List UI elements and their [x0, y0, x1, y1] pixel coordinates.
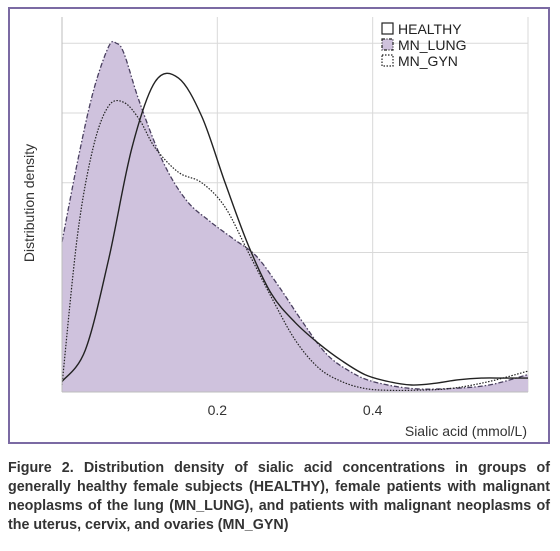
x-tick-label: 0.4	[363, 402, 383, 418]
series-mn-lung-line	[61, 40, 529, 390]
y-axis-label: Distribution density	[21, 144, 37, 262]
legend-label: MN_LUNG	[398, 37, 466, 53]
legend-swatch	[381, 22, 394, 35]
legend-swatch	[381, 38, 394, 51]
x-tick-label: 0.2	[208, 402, 228, 418]
axes-layer	[61, 17, 528, 393]
series-healthy-line	[61, 72, 528, 386]
legend-swatch	[381, 54, 394, 67]
series-layer	[61, 40, 529, 393]
figure-caption: Figure 2. Distribution density of sialic…	[8, 460, 550, 533]
chart-frame: 0.2 0.4 Sialic acid (mmol/L) Distribution…	[8, 7, 550, 444]
legend-label: MN_GYN	[398, 53, 458, 69]
series-mn-lung-area	[62, 41, 528, 393]
series-mn-gyn-line	[61, 99, 529, 392]
x-axis-label: Sialic acid (mmol/L)	[405, 423, 527, 439]
chart-svg: 0.2 0.4 Sialic acid (mmol/L) Distribution…	[21, 17, 529, 439]
tick-layer: 0.2 0.4	[208, 402, 383, 418]
legend-label: HEALTHY	[398, 21, 462, 37]
